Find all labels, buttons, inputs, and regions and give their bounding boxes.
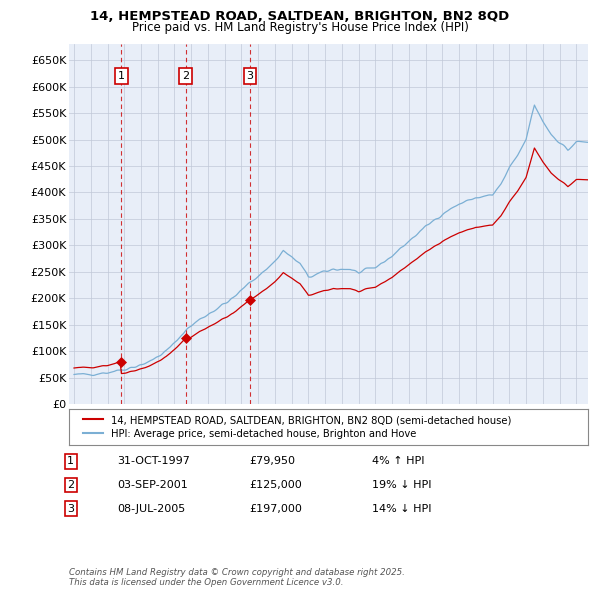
- Text: 14, HEMPSTEAD ROAD, SALTDEAN, BRIGHTON, BN2 8QD: 14, HEMPSTEAD ROAD, SALTDEAN, BRIGHTON, …: [91, 10, 509, 23]
- Text: 1: 1: [118, 71, 125, 81]
- Text: Price paid vs. HM Land Registry's House Price Index (HPI): Price paid vs. HM Land Registry's House …: [131, 21, 469, 34]
- Text: £125,000: £125,000: [249, 480, 302, 490]
- Text: 08-JUL-2005: 08-JUL-2005: [117, 504, 185, 513]
- Text: Contains HM Land Registry data © Crown copyright and database right 2025.
This d: Contains HM Land Registry data © Crown c…: [69, 568, 405, 587]
- Text: 14% ↓ HPI: 14% ↓ HPI: [372, 504, 431, 513]
- Text: 19% ↓ HPI: 19% ↓ HPI: [372, 480, 431, 490]
- Text: £197,000: £197,000: [249, 504, 302, 513]
- Text: 4% ↑ HPI: 4% ↑ HPI: [372, 457, 425, 466]
- Text: 2: 2: [182, 71, 189, 81]
- Text: 1: 1: [67, 457, 74, 466]
- Text: £79,950: £79,950: [249, 457, 295, 466]
- Text: 3: 3: [247, 71, 253, 81]
- Text: 31-OCT-1997: 31-OCT-1997: [117, 457, 190, 466]
- Text: 03-SEP-2001: 03-SEP-2001: [117, 480, 188, 490]
- Legend: 14, HEMPSTEAD ROAD, SALTDEAN, BRIGHTON, BN2 8QD (semi-detached house), HPI: Aver: 14, HEMPSTEAD ROAD, SALTDEAN, BRIGHTON, …: [79, 411, 515, 443]
- Text: 2: 2: [67, 480, 74, 490]
- Text: 3: 3: [67, 504, 74, 513]
